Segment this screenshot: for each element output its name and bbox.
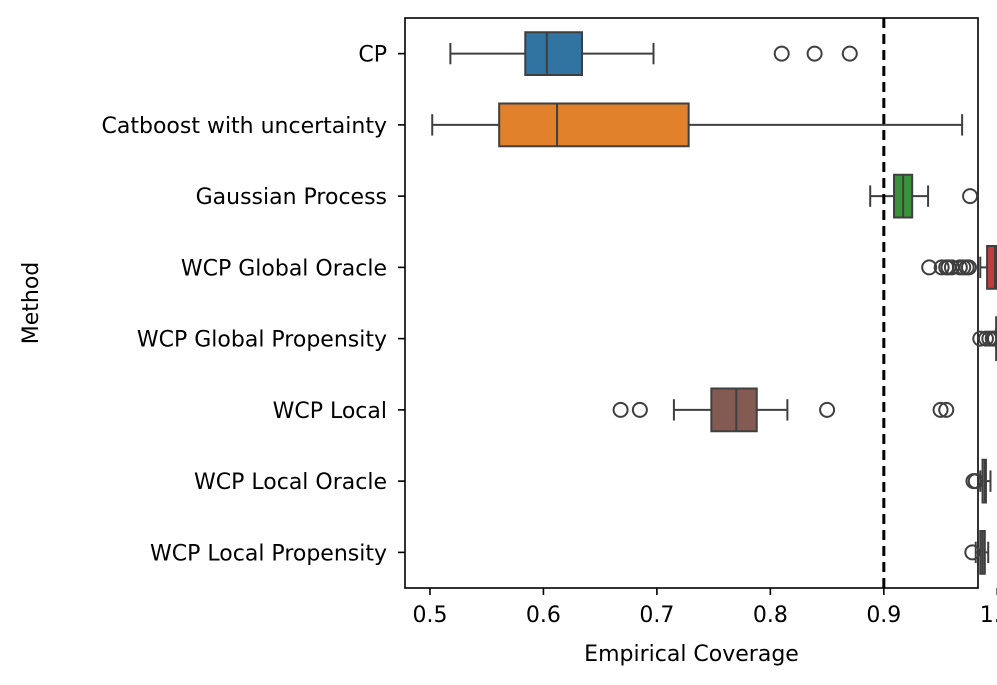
y-axis-title: Method (19, 262, 44, 345)
x-tick-label: 0.8 (753, 603, 788, 628)
outlier-point (921, 259, 938, 276)
outlier-point (841, 45, 858, 62)
outlier-point (962, 188, 979, 205)
y-tick-label: WCP Local Oracle (194, 470, 387, 495)
y-tick-label: WCP Local Propensity (150, 541, 387, 566)
box-cp (449, 31, 858, 76)
outlier-point (773, 45, 790, 62)
outlier-point (612, 401, 629, 418)
iqr-box (986, 245, 997, 290)
outlier-point (631, 401, 648, 418)
y-axis-ticks: CP Catboost with uncertainty Gaussian Proc… (102, 43, 405, 566)
y-tick-label: WCP Global Oracle (181, 256, 387, 281)
iqr-box (710, 387, 758, 433)
x-axis-title: Empirical Coverage (584, 642, 799, 667)
outlier-point (938, 401, 955, 418)
box-catboost-with-uncertainty (431, 102, 964, 148)
box-layer (431, 31, 997, 575)
outlier-point (933, 259, 950, 276)
y-tick-label: WCP Local (273, 399, 387, 424)
outlier-point (806, 45, 823, 62)
outlier-point (964, 544, 981, 561)
outlier-point (967, 473, 984, 490)
y-tick-label: CP (358, 43, 387, 68)
x-tick-label: 0.5 (412, 603, 447, 628)
box-wcp-global-propensity (972, 316, 997, 361)
x-tick-label: 1.0 (980, 603, 997, 628)
plot-area-frame (404, 17, 979, 589)
box-wcp-local (612, 387, 955, 433)
outlier-point (987, 330, 997, 347)
iqr-box (524, 31, 584, 76)
x-tick-label: 0.9 (866, 603, 901, 628)
x-tick-label: 0.7 (639, 603, 674, 628)
outlier-point (960, 259, 977, 276)
box-gaussian-process (869, 173, 979, 219)
x-axis-ticks: 0.5 0.6 0.7 0.8 0.9 1.0 (412, 588, 997, 628)
y-tick-label: Catboost with uncertainty (102, 114, 387, 139)
y-tick-label: WCP Global Propensity (137, 328, 387, 353)
box-wcp-global-oracle (921, 245, 997, 290)
iqr-box (498, 102, 690, 148)
x-tick-label: 0.6 (526, 603, 561, 628)
outlier-point (932, 401, 949, 418)
box-wcp-local-oracle (965, 458, 992, 504)
y-tick-label: Gaussian Process (196, 185, 387, 210)
box-wcp-local-propensity (964, 530, 990, 575)
outlier-point (819, 401, 836, 418)
